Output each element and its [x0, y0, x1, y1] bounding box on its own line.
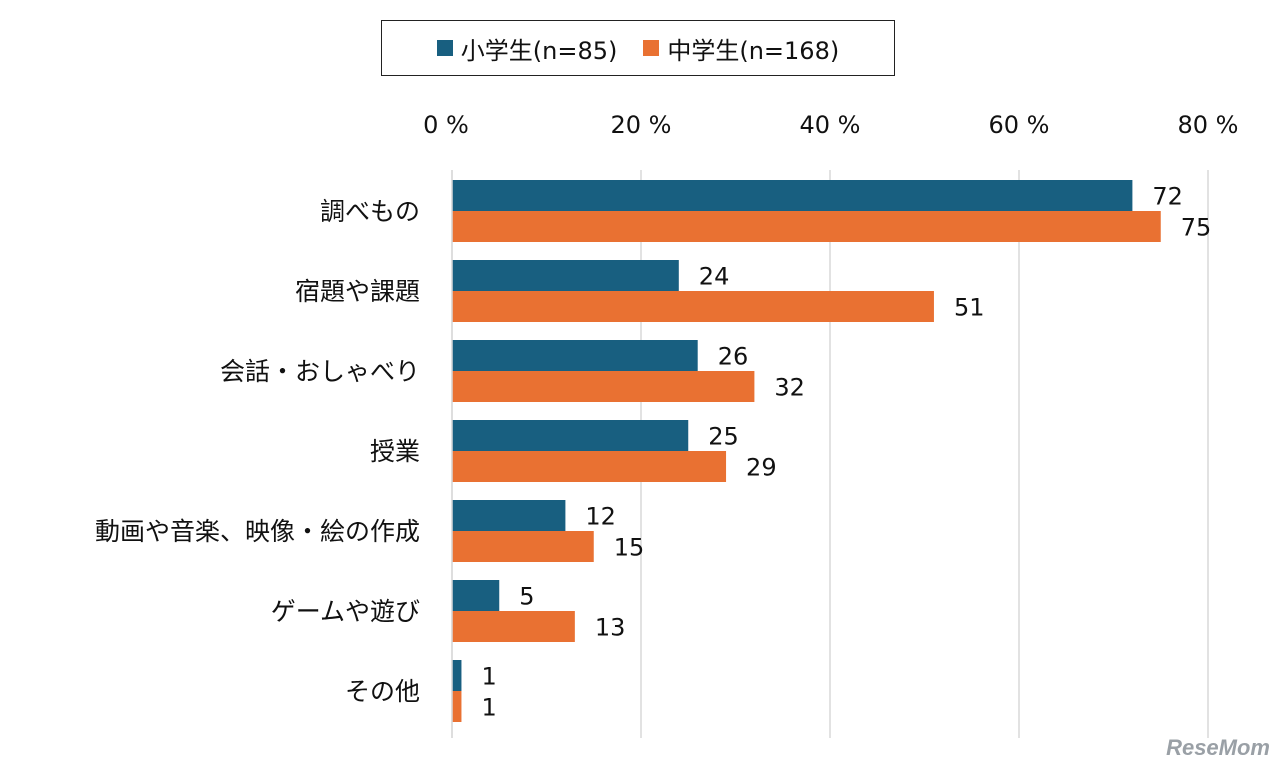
category-label: ゲームや遊び [271, 597, 420, 626]
data-label: 1 [481, 663, 496, 691]
data-label: 51 [954, 294, 985, 322]
data-label: 5 [519, 583, 534, 611]
category-label: 会話・おしゃべり [220, 357, 420, 386]
category-label: その他 [345, 677, 420, 706]
x-tick-label: 80 % [1178, 111, 1239, 139]
bar [452, 260, 679, 291]
bar [452, 371, 755, 402]
data-label: 32 [774, 374, 805, 402]
category-label: 宿題や課題 [295, 277, 420, 306]
data-label: 1 [481, 694, 496, 722]
legend-item-elementary: 小学生(n=85) [436, 31, 618, 66]
bar [452, 531, 594, 562]
bar [452, 500, 566, 531]
bar [452, 611, 575, 642]
x-tick-label: 60 % [989, 111, 1050, 139]
data-label: 24 [699, 263, 730, 291]
bar [452, 291, 934, 322]
bar [452, 691, 462, 722]
bar [452, 340, 698, 371]
bar [452, 580, 500, 611]
category-label: 授業 [370, 437, 420, 466]
bar [452, 660, 462, 691]
x-tick-label: 20 % [611, 111, 672, 139]
bar [452, 211, 1161, 242]
watermark-logo: ReseMom [1166, 735, 1270, 760]
legend-label-elementary: 小学生(n=85) [460, 36, 618, 65]
category-label: 動画や音楽、映像・絵の作成 [95, 517, 420, 546]
legend-swatch-junior-high [643, 40, 660, 56]
legend-item-junior-high: 中学生(n=168) [643, 31, 839, 66]
legend-label-junior-high: 中学生(n=168) [667, 36, 840, 65]
bar [452, 180, 1133, 211]
data-label: 15 [614, 534, 645, 562]
data-label: 29 [746, 454, 777, 482]
bar [452, 451, 727, 482]
data-label: 26 [718, 343, 749, 371]
data-label: 75 [1181, 214, 1212, 242]
data-label: 72 [1152, 183, 1183, 211]
bar [452, 420, 689, 451]
data-label: 25 [708, 423, 739, 451]
category-label: 調べもの [320, 197, 420, 226]
legend: 小学生(n=85) 中学生(n=168) [381, 20, 895, 76]
legend-swatch-elementary [436, 40, 453, 56]
data-label: 12 [585, 503, 616, 531]
data-label: 13 [595, 614, 626, 642]
x-tick-label: 40 % [800, 111, 861, 139]
x-tick-label: 0 % [423, 111, 469, 139]
